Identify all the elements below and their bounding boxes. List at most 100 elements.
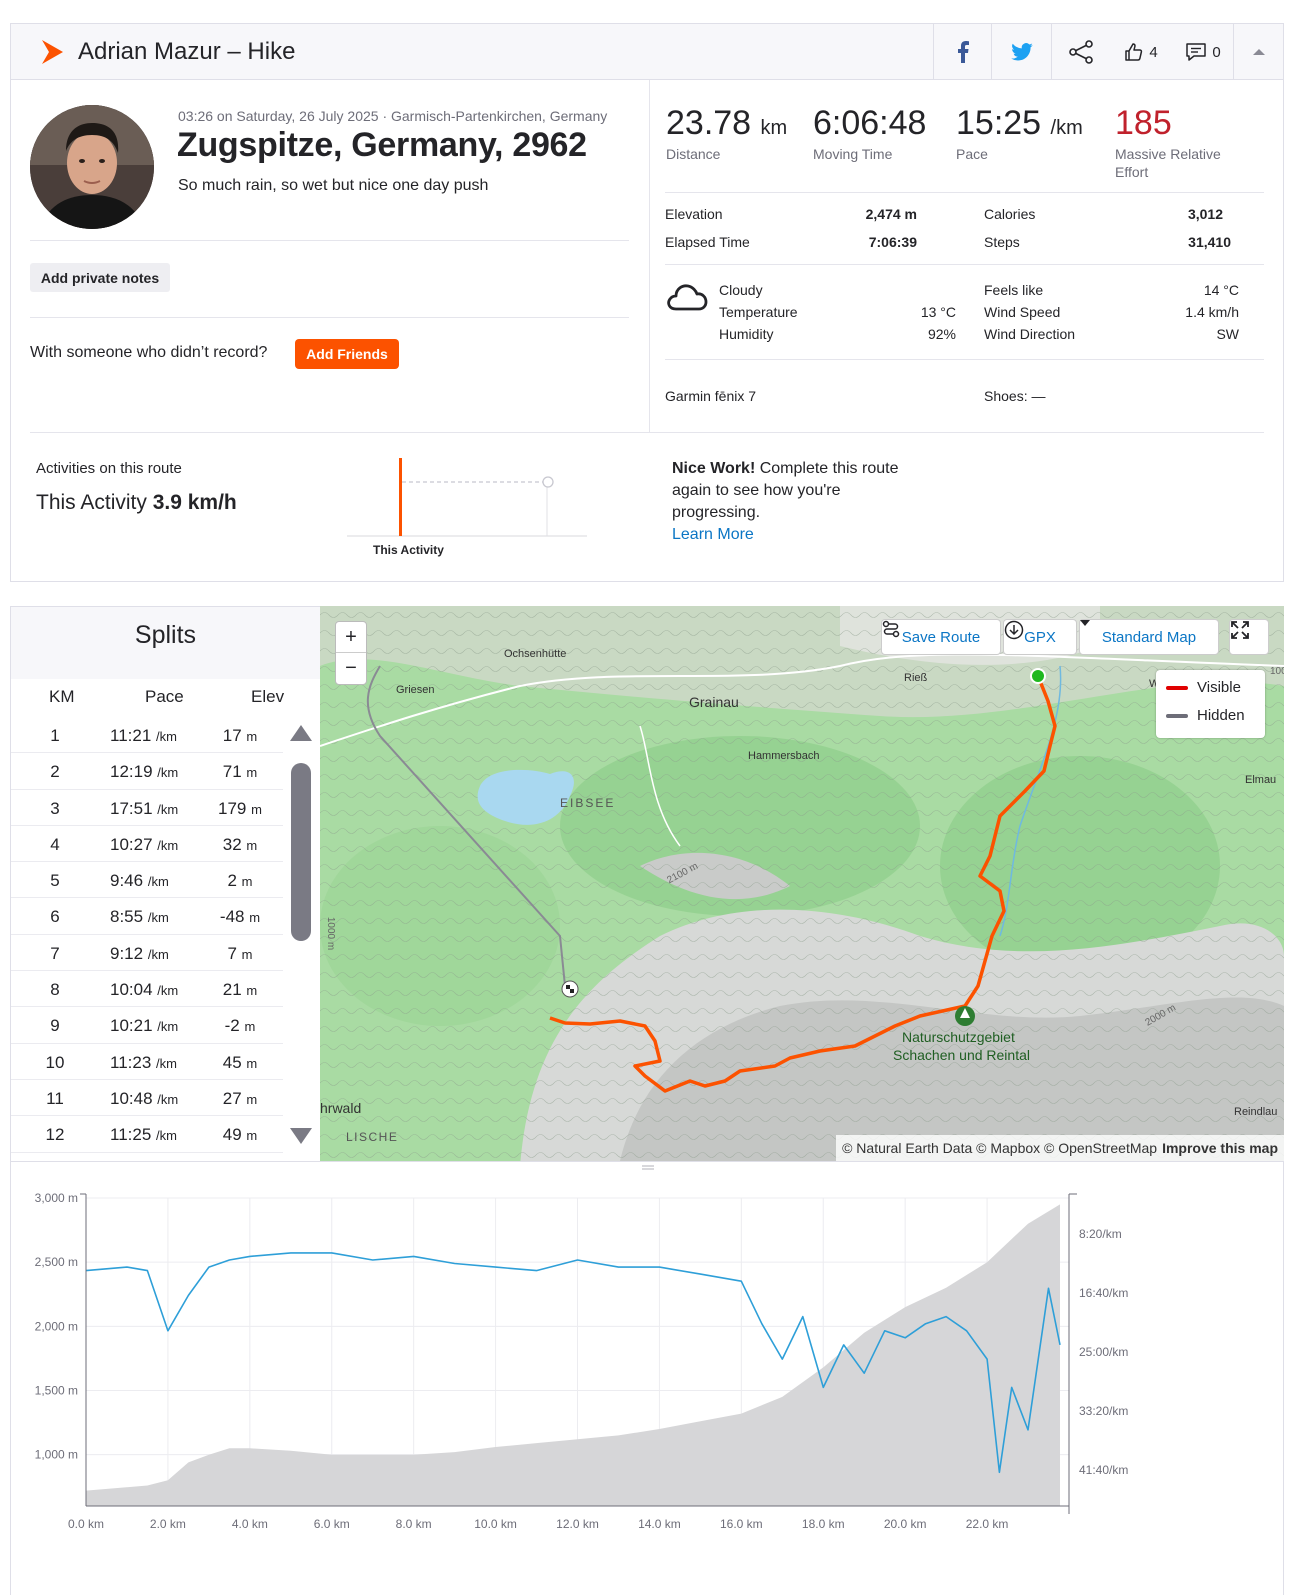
- moving-time-value: 6:06:48: [813, 104, 927, 142]
- temperature-value: 13 °C: [920, 304, 956, 320]
- split-pace: 11:25 /km: [110, 1125, 177, 1145]
- share-twitter-button[interactable]: [991, 24, 1051, 80]
- split-pace-unit: /km: [147, 910, 169, 926]
- map-type-dropdown[interactable]: Standard Map: [1079, 619, 1219, 655]
- route-this-activity: This Activity 3.9 km/h: [36, 491, 237, 515]
- split-km: 4: [50, 834, 60, 854]
- gpx-button[interactable]: GPX: [1003, 619, 1077, 655]
- pace-line: [85, 1252, 1061, 1474]
- table-row: 10 11:23 /km 45 m: [11, 1044, 283, 1080]
- mini-chart-this-activity-bar: [399, 458, 402, 536]
- route-icon: [882, 620, 900, 638]
- table-row: 5 9:46 /km 2 m: [11, 862, 283, 899]
- effort-value: 185: [1115, 104, 1172, 142]
- humidity-label: Humidity: [719, 326, 774, 342]
- legend-hidden-label: Hidden: [1197, 707, 1245, 724]
- athlete-avatar[interactable]: [30, 105, 154, 229]
- kudos-count: 4: [1149, 43, 1158, 61]
- table-row: 1 11:21 /km 17 m: [11, 717, 283, 754]
- split-pace-value: 11:23: [110, 1052, 152, 1072]
- map-attribution: © Natural Earth Data © Mapbox © OpenStre…: [836, 1135, 1284, 1161]
- split-elev-unit: m: [249, 910, 261, 926]
- split-km: 7: [50, 943, 60, 963]
- divider: [30, 240, 629, 241]
- scrollbar-thumb[interactable]: [291, 763, 311, 941]
- activity-name: Zugspitze, Germany, 2962: [177, 126, 587, 164]
- splits-table: 1 11:21 /km 17 m 2 12:19 /km 71 m 3 17:51 /km 17…: [11, 717, 283, 1153]
- calories-value: 3,012: [1187, 206, 1223, 222]
- gpx-label: GPX: [1024, 628, 1056, 646]
- wind-direction-value: SW: [1216, 326, 1239, 342]
- add-friends-button[interactable]: Add Friends: [295, 339, 399, 369]
- y-right-tick-label: 8:20/km: [1079, 1227, 1122, 1241]
- split-km: 3: [50, 798, 60, 818]
- table-row: 12 11:25 /km 49 m: [11, 1116, 283, 1153]
- scroll-down-arrow-icon[interactable]: [290, 1128, 312, 1144]
- legend-visible-label: Visible: [1197, 679, 1241, 696]
- attribution-text[interactable]: © Natural Earth Data © Mapbox © OpenStre…: [842, 1140, 1158, 1156]
- map-lake: [477, 769, 574, 825]
- x-tick-label: 18.0 km: [802, 1517, 845, 1531]
- pace-label: Pace: [956, 146, 988, 162]
- split-pace: 9:12 /km: [110, 944, 169, 964]
- facebook-icon: [957, 41, 969, 63]
- zoom-in-button[interactable]: +: [336, 622, 366, 653]
- split-elev-value: 179: [218, 798, 247, 818]
- map-label: Naturschutzgebiet: [902, 1029, 1015, 1045]
- route-map[interactable]: Ochsenhütte Griesen Grainau Rieß Hammers…: [320, 606, 1284, 1161]
- y-right-tick-label: 16:40/km: [1079, 1286, 1128, 1300]
- map-river: [999, 665, 1062, 937]
- split-pace-unit: /km: [157, 1019, 179, 1035]
- kudos-button[interactable]: 4: [1109, 24, 1173, 80]
- split-elev-value: 21: [222, 980, 242, 1000]
- scroll-up-arrow-icon[interactable]: [290, 725, 312, 741]
- x-tick-label: 10.0 km: [474, 1517, 517, 1531]
- download-icon: [1004, 620, 1024, 640]
- map-type-label: Standard Map: [1101, 628, 1197, 646]
- split-km: 6: [50, 907, 60, 927]
- stat-relative-effort[interactable]: 185 Massive Relative Effort: [1115, 104, 1221, 181]
- split-elev: 17 m: [207, 726, 273, 746]
- map-label: Ochsenhütte: [504, 648, 567, 660]
- twitter-icon: [1010, 43, 1033, 61]
- strava-logo-icon: [42, 40, 63, 64]
- y-left-tick-label: 1,500 m: [35, 1384, 78, 1398]
- split-pace-value: 10:04: [110, 980, 153, 1000]
- effort-label-line1: Massive Relative: [1115, 146, 1221, 162]
- save-route-button[interactable]: Save Route: [881, 619, 1001, 655]
- map-label: Grainau: [689, 694, 739, 710]
- share-icon: [1068, 40, 1093, 64]
- map-label: Reindlau: [1234, 1106, 1278, 1118]
- vertical-divider: [649, 80, 650, 432]
- table-row: 7 9:12 /km 7 m: [11, 935, 283, 972]
- table-row: 11 10:48 /km 27 m: [11, 1080, 283, 1117]
- zoom-out-button[interactable]: −: [345, 657, 357, 679]
- split-elev-value: 32: [222, 834, 242, 854]
- comments-button[interactable]: 0: [1173, 24, 1233, 80]
- split-elev: 49 m: [207, 1125, 273, 1145]
- caret-up-icon: [1252, 49, 1265, 55]
- x-tick-label: 20.0 km: [884, 1517, 927, 1531]
- split-elev-value: 45: [222, 1052, 242, 1072]
- collapse-button[interactable]: [1233, 24, 1283, 80]
- fullscreen-icon: [1231, 621, 1249, 639]
- share-button[interactable]: [1051, 24, 1109, 80]
- moving-time-label: Moving Time: [813, 146, 893, 162]
- fullscreen-button[interactable]: [1229, 619, 1269, 655]
- learn-more-link[interactable]: Learn More: [672, 526, 754, 543]
- activity-header-title: Adrian Mazur – Hike: [78, 38, 296, 65]
- divider: [665, 359, 1264, 360]
- legend-hidden[interactable]: Hidden: [1166, 707, 1245, 724]
- split-elev-unit: m: [246, 1091, 258, 1107]
- share-facebook-button[interactable]: [933, 24, 991, 80]
- distance-value: 23.78: [666, 104, 752, 142]
- wind-speed-value: 1.4 km/h: [1185, 304, 1239, 320]
- splits-title: Splits: [134, 621, 197, 649]
- split-elev-unit: m: [246, 765, 258, 781]
- legend-visible[interactable]: Visible: [1166, 679, 1241, 696]
- improve-map-link[interactable]: Improve this map: [1162, 1140, 1278, 1156]
- split-pace-unit: /km: [157, 837, 179, 853]
- elevation-pace-chart[interactable]: 3,000 m 2,500 m 2,000 m 1,500 m 1,000 m 0.0 k…: [10, 1161, 1284, 1595]
- add-private-notes-button[interactable]: Add private notes: [30, 263, 170, 292]
- map-label: LISCHE: [346, 1130, 399, 1144]
